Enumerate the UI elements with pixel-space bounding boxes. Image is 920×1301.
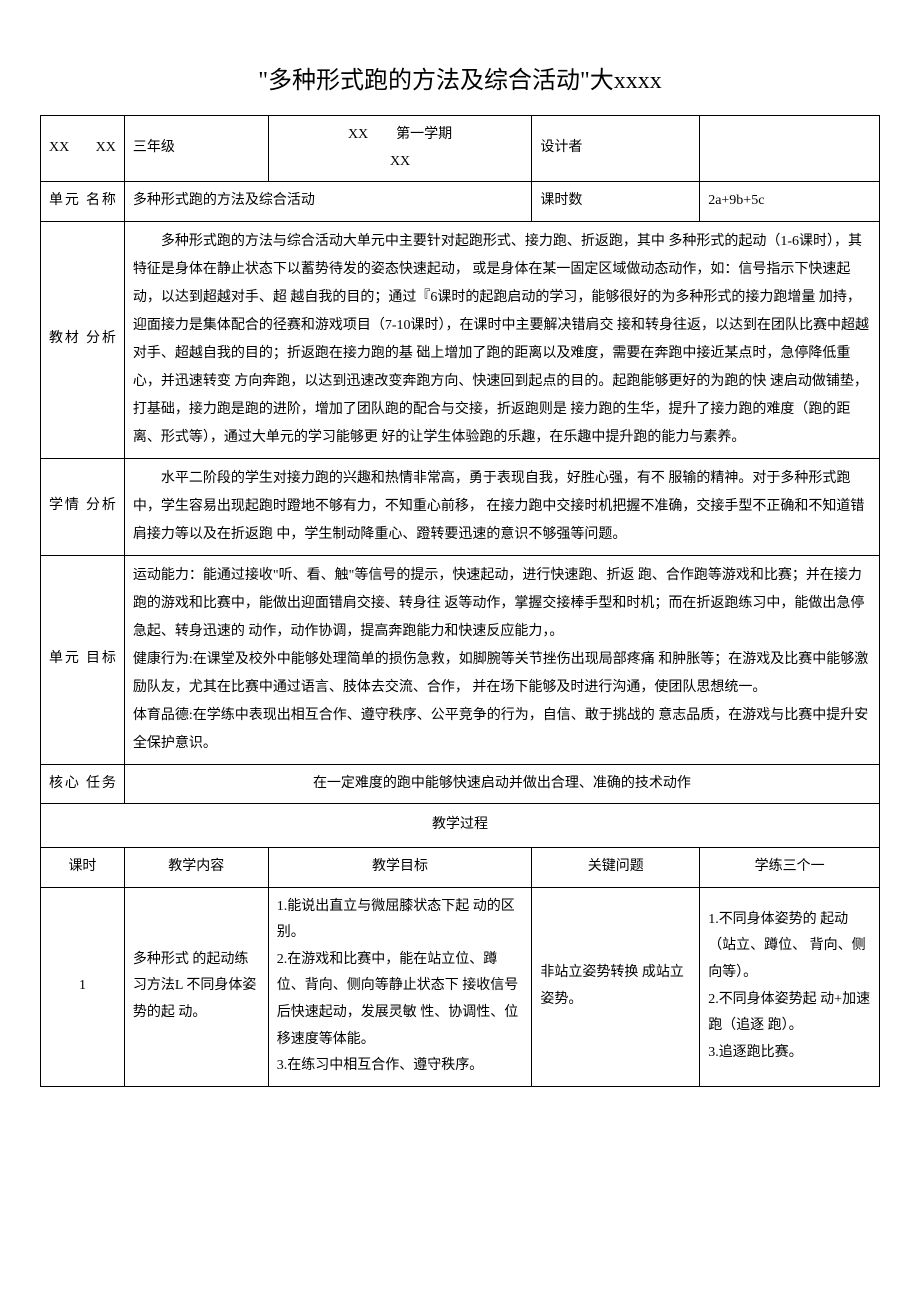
core-task-text: 在一定难度的跑中能够快速启动并做出合理、准确的技术动作 bbox=[124, 764, 879, 804]
unit-name-row: 单元 名称 多种形式跑的方法及综合活动 课时数 2a+9b+5c bbox=[41, 182, 880, 222]
header-xx-label: XX XX bbox=[41, 116, 125, 182]
grade-cell: 三年级 bbox=[124, 116, 268, 182]
lesson-content: 多种形式 的起动练 习方法L 不同身体姿势的起 动。 bbox=[124, 887, 268, 1086]
lesson-practice: 1.不同身体姿势的 起动（站立、蹲位、 背向、侧向等）。 2.不同身体姿势起 动… bbox=[700, 887, 880, 1086]
student-label: 学情 分析 bbox=[41, 458, 125, 555]
hours-label: 课时数 bbox=[532, 182, 700, 222]
textbook-label: 教材 分析 bbox=[41, 221, 125, 458]
xx-top: XX bbox=[348, 127, 368, 142]
xx-semester-cell: XX 第一学期 XX bbox=[268, 116, 532, 182]
designer-value bbox=[700, 116, 880, 182]
textbook-text: 多种形式跑的方法与综合活动大单元中主要针对起跑形式、接力跑、折返跑，其中 多种形… bbox=[133, 228, 871, 452]
lesson-key: 非站立姿势转换 成站立姿势。 bbox=[532, 887, 700, 1086]
semester-text: 第一学期 bbox=[396, 127, 452, 142]
core-task-label: 核心 任务 bbox=[41, 764, 125, 804]
th-lesson: 课时 bbox=[41, 847, 125, 887]
student-text-cell: 水平二阶段的学生对接力跑的兴趣和热情非常高，勇于表现自我，好胜心强，有不 服输的… bbox=[124, 458, 879, 555]
student-text: 水平二阶段的学生对接力跑的兴趣和热情非常高，勇于表现自我，好胜心强，有不 服输的… bbox=[133, 465, 871, 549]
textbook-text-cell: 多种形式跑的方法与综合活动大单元中主要针对起跑形式、接力跑、折返跑，其中 多种形… bbox=[124, 221, 879, 458]
process-header: 教学过程 bbox=[41, 804, 880, 848]
main-table: XX XX 三年级 XX 第一学期 XX 设计者 单元 名称 多种形式跑的方法及… bbox=[40, 115, 880, 1087]
process-header-row: 教学过程 bbox=[41, 804, 880, 848]
student-analysis-row: 学情 分析 水平二阶段的学生对接力跑的兴趣和热情非常高，勇于表现自我，好胜心强，… bbox=[41, 458, 880, 555]
core-task-row: 核心 任务 在一定难度的跑中能够快速启动并做出合理、准确的技术动作 bbox=[41, 764, 880, 804]
th-content: 教学内容 bbox=[124, 847, 268, 887]
th-goal: 教学目标 bbox=[268, 847, 532, 887]
th-practice: 学练三个一 bbox=[700, 847, 880, 887]
lesson-header-row: 课时 教学内容 教学目标 关键问题 学练三个一 bbox=[41, 847, 880, 887]
unit-name-value: 多种形式跑的方法及综合活动 bbox=[124, 182, 532, 222]
goals-motor: 运动能力：能通过接收"听、看、触"等信号的提示，快速起动，进行快速跑、折返 跑、… bbox=[133, 562, 871, 646]
goals-health: 健康行为:在课堂及校外中能够处理简单的损伤急救，如脚腕等关节挫伤出现局部疼痛 和… bbox=[133, 646, 871, 702]
xx-bottom: XX bbox=[390, 154, 410, 169]
page-title: "多种形式跑的方法及综合活动"大xxxx bbox=[40, 60, 880, 95]
lesson-num: 1 bbox=[41, 887, 125, 1086]
goals-text-cell: 运动能力：能通过接收"听、看、触"等信号的提示，快速起动，进行快速跑、折返 跑、… bbox=[124, 555, 879, 764]
unit-goals-row: 单元 目标 运动能力：能通过接收"听、看、触"等信号的提示，快速起动，进行快速跑… bbox=[41, 555, 880, 764]
th-key: 关键问题 bbox=[532, 847, 700, 887]
lesson-goal: 1.能说出直立与微屈膝状态下起 动的区别。 2.在游戏和比赛中，能在站立位、蹲位… bbox=[268, 887, 532, 1086]
unit-name-label: 单元 名称 bbox=[41, 182, 125, 222]
hours-value: 2a+9b+5c bbox=[700, 182, 880, 222]
goals-ethics: 体育品德:在学练中表现出相互合作、遵守秩序、公平竞争的行为，自信、敢于挑战的 意… bbox=[133, 702, 871, 758]
grade-text: 三年级 bbox=[133, 140, 175, 155]
designer-label: 设计者 bbox=[532, 116, 700, 182]
lesson-row: 1 多种形式 的起动练 习方法L 不同身体姿势的起 动。 1.能说出直立与微屈膝… bbox=[41, 887, 880, 1086]
textbook-analysis-row: 教材 分析 多种形式跑的方法与综合活动大单元中主要针对起跑形式、接力跑、折返跑，… bbox=[41, 221, 880, 458]
goals-label: 单元 目标 bbox=[41, 555, 125, 764]
header-row-1: XX XX 三年级 XX 第一学期 XX 设计者 bbox=[41, 116, 880, 182]
